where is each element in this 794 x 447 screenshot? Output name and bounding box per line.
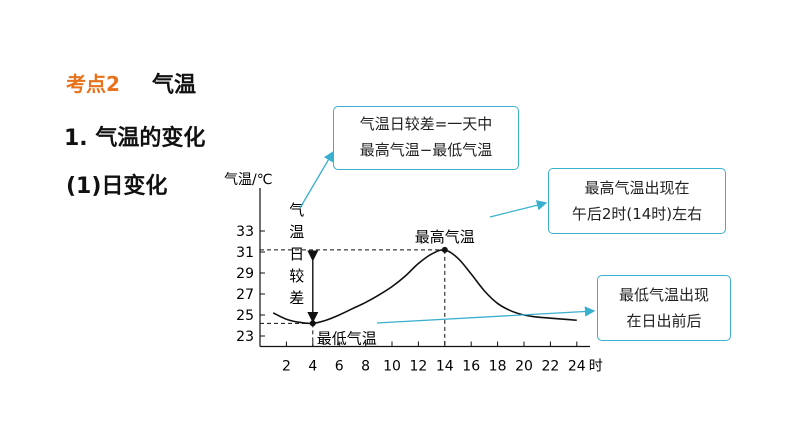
callout-max-line1: 最高气温出现在: [584, 179, 690, 197]
topic-title: 气温: [152, 73, 197, 98]
range-label-char: 日: [289, 245, 304, 263]
range-label-char: 温: [289, 223, 304, 241]
y-tick-label: 33: [236, 224, 254, 240]
x-tick-label: 22: [541, 359, 559, 375]
x-axis-unit: 时: [589, 359, 603, 375]
x-tick-label: 10: [383, 359, 401, 375]
min-point: [309, 320, 316, 327]
callout-arrow-max: [489, 200, 548, 218]
callout-min-temp: 最低气温出现 在日出前后: [597, 275, 731, 341]
callout-min-line1: 最低气温出现: [618, 286, 709, 304]
callout-daily-range-line2: 最高气温−最低气温: [359, 141, 493, 159]
callout-arrow-min: [376, 306, 596, 324]
y-tick-label: 29: [236, 266, 254, 282]
section-heading: 1. 气温的变化: [64, 126, 206, 151]
y-tick-label: 27: [236, 287, 254, 303]
callout-arrows: [299, 150, 596, 324]
min-label: 最低气温: [317, 329, 377, 347]
x-tick-label: 6: [335, 359, 344, 375]
subsection-heading: (1)日变化: [66, 174, 168, 199]
y-tick-label: 23: [236, 329, 254, 345]
callout-daily-range-line1: 气温日较差=一天中: [359, 115, 493, 133]
callout-daily-range: 气温日较差=一天中 最高气温−最低气温: [333, 106, 519, 170]
callout-max-temp: 最高气温出现在 午后2时(14时)左右: [548, 168, 726, 234]
range-label-char: 差: [289, 289, 304, 307]
callout-min-line2: 在日出前后: [626, 312, 702, 330]
temperature-curve: [272, 248, 577, 325]
x-tick-label: 2: [282, 359, 291, 375]
y-tick-label: 25: [236, 308, 254, 324]
x-tick-label: 8: [361, 359, 370, 375]
x-tick-label: 18: [489, 359, 507, 375]
x-tick-label: 16: [462, 359, 480, 375]
x-tick-label: 4: [308, 359, 317, 375]
max-point: [441, 246, 448, 253]
range-label-char: 较: [289, 267, 304, 285]
x-tick-label: 20: [515, 359, 533, 375]
callout-arrow-range: [299, 150, 334, 209]
x-tick-label: 12: [409, 359, 427, 375]
y-axis-label: 气温/℃: [224, 172, 272, 188]
max-label: 最高气温: [415, 228, 475, 246]
y-tick-label: 31: [236, 245, 254, 261]
kaodian-label: 考点2: [66, 72, 120, 96]
x-tick-label: 14: [436, 359, 454, 375]
callout-max-line2: 午后2时(14时)左右: [571, 205, 703, 223]
range-label-char: 气: [289, 201, 304, 219]
chart-axes: [259, 188, 590, 348]
x-tick-label: 24: [568, 359, 586, 375]
